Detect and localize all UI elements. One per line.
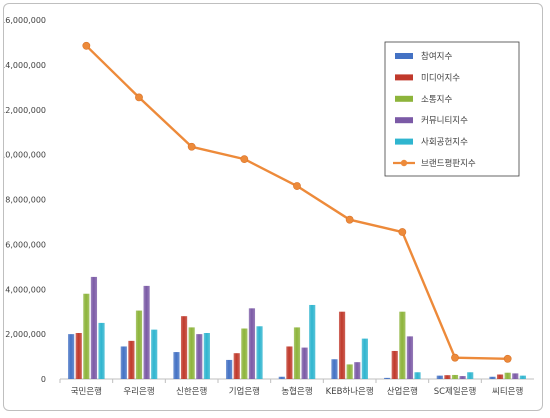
bar-소통지수-농협은행 [293, 327, 301, 379]
legend-box [384, 41, 520, 177]
bar-소통지수-신한은행 [188, 327, 195, 379]
bar-참여지수-SC제일은행 [436, 375, 443, 379]
bar-미디어지수-SC제일은행 [444, 375, 451, 379]
x-tick-label: 신한은행 [176, 386, 207, 397]
bar-미디어지수-신한은행 [180, 316, 188, 379]
y-tick-label: 4,000,000 [5, 285, 46, 294]
x-tick-label: 기업은행 [229, 386, 260, 397]
bar-참여지수-기업은행 [226, 359, 233, 379]
bar-미디어지수-우리은행 [128, 340, 135, 379]
legend-label: 미디어지수 [421, 72, 460, 83]
y-tick-label: 10,000,000 [4, 151, 46, 160]
legend-swatch [395, 117, 413, 124]
point-브랜드평판지수-씨티은행 [503, 354, 512, 363]
bar-사회공헌지수-KEB하나은행 [361, 338, 368, 379]
point-브랜드평판지수-기업은행 [240, 155, 249, 164]
bar-소통지수-우리은행 [135, 310, 143, 379]
bar-사회공헌지수-씨티은행 [519, 375, 526, 379]
bar-커뮤니티지수-농협은행 [301, 347, 308, 379]
x-tick-label: KEB하나은행 [326, 386, 374, 397]
bar-미디어지수-KEB하나은행 [338, 311, 346, 379]
bar-사회공헌지수-우리은행 [151, 329, 158, 379]
legend-swatch [395, 74, 413, 81]
bar-사회공헌지수-국민은행 [98, 322, 105, 379]
bar-소통지수-기업은행 [241, 328, 248, 379]
bar-커뮤니티지수-기업은행 [248, 308, 256, 379]
y-tick-label: 14,000,000 [4, 61, 46, 70]
bar-참여지수-KEB하나은행 [331, 359, 338, 379]
bar-소통지수-국민은행 [83, 293, 90, 379]
x-tick-label: 농협은행 [281, 386, 312, 397]
bar-미디어지수-산업은행 [391, 350, 398, 379]
legend-label: 브랜드평판지수 [421, 158, 476, 169]
legend-swatch [395, 138, 413, 145]
point-브랜드평판지수-KEB하나은행 [345, 215, 354, 224]
x-tick-label: 산업은행 [387, 386, 418, 397]
legend-label: 소통지수 [421, 95, 452, 105]
bar-커뮤니티지수-우리은행 [143, 285, 150, 379]
y-tick-label: 12,000,000 [4, 106, 46, 115]
y-tick-label: 6,000,000 [5, 240, 46, 249]
bar-사회공헌지수-SC제일은행 [467, 372, 474, 379]
x-tick-label: 우리은행 [123, 386, 154, 397]
bar-커뮤니티지수-신한은행 [196, 334, 203, 379]
bar-소통지수-SC제일은행 [451, 374, 459, 379]
legend-label: 참여지수 [421, 51, 452, 62]
bar-소통지수-씨티은행 [504, 372, 511, 379]
bar-사회공헌지수-신한은행 [203, 333, 210, 379]
bar-소통지수-산업은행 [399, 311, 406, 379]
point-브랜드평판지수-국민은행 [82, 41, 91, 50]
legend-label: 사회공헌지수 [421, 138, 468, 148]
legend-swatch-marker [400, 159, 408, 167]
bar-커뮤니티지수-SC제일은행 [459, 376, 466, 379]
bar-참여지수-우리은행 [120, 346, 127, 379]
chart-svg: 0 2,000,000 4,000,000 6,000,000 8,000,000 10,… [4, 16, 534, 397]
chart-frame: 0 2,000,000 4,000,000 6,000,000 8,000,000 10,… [3, 3, 543, 411]
bar-참여지수-산업은행 [384, 377, 391, 379]
bar-미디어지수-국민은행 [75, 333, 82, 379]
y-tick-label: 2,000,000 [5, 330, 46, 339]
bar-미디어지수-기업은행 [233, 353, 240, 379]
y-tick-label: 0 [41, 375, 46, 384]
bar-사회공헌지수-농협은행 [309, 304, 316, 379]
point-브랜드평판지수-우리은행 [135, 93, 143, 102]
bar-커뮤니티지수-국민은행 [90, 276, 98, 379]
x-tick-label: SC제일은행 [434, 386, 477, 397]
x-tick-label: 국민은행 [71, 386, 102, 397]
x-axis-ticks: 국민은행 우리은행 신한은행 기업은행 농협은행 KEB하나은행 산업은행 SC제일은행 씨티은… [59, 379, 523, 397]
bar-사회공헌지수-산업은행 [414, 372, 421, 379]
point-브랜드평판지수-신한은행 [187, 142, 196, 151]
bar-참여지수-국민은행 [68, 334, 75, 379]
legend-label: 커뮤니티지수 [421, 115, 468, 126]
y-tick-label: 16,000,000 [4, 16, 46, 25]
bar-소통지수-KEB하나은행 [346, 364, 353, 379]
bar-미디어지수-씨티은행 [496, 374, 504, 379]
bar-커뮤니티지수-산업은행 [406, 336, 414, 379]
bar-참여지수-신한은행 [173, 352, 180, 379]
point-브랜드평판지수-농협은행 [293, 182, 301, 190]
bar-미디어지수-농협은행 [286, 346, 293, 379]
legend-swatch [395, 53, 413, 59]
bars [68, 276, 526, 379]
bar-사회공헌지수-기업은행 [256, 326, 263, 379]
bar-커뮤니티지수-씨티은행 [512, 373, 519, 379]
bar-참여지수-씨티은행 [489, 376, 496, 379]
point-브랜드평판지수-SC제일은행 [451, 353, 459, 362]
legend-swatch [395, 95, 413, 102]
brand-line-series [82, 41, 512, 363]
y-tick-label: 8,000,000 [5, 196, 46, 205]
point-브랜드평판지수-산업은행 [398, 228, 407, 236]
x-tick-label: 씨티은행 [492, 386, 523, 397]
y-axis-ticks: 0 2,000,000 4,000,000 6,000,000 8,000,000 10,… [4, 16, 46, 384]
bar-참여지수-농협은행 [278, 376, 285, 379]
bar-커뮤니티지수-KEB하나은행 [354, 362, 361, 379]
